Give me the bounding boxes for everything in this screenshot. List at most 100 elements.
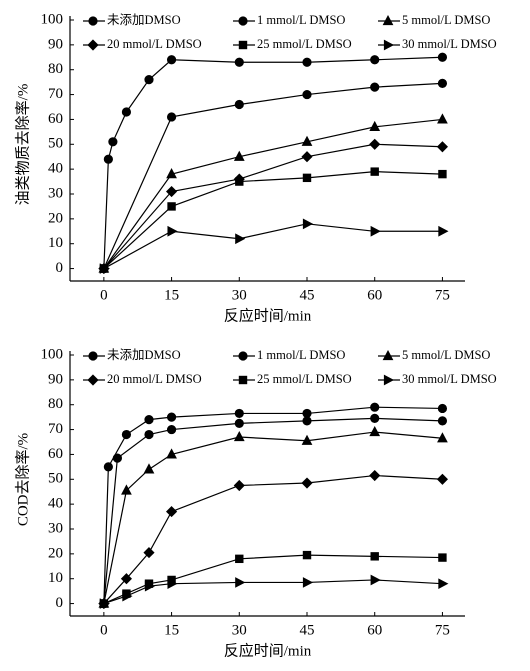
legend-label: 25 mmol/L DMSO (257, 37, 352, 51)
legend-item: 30 mmol/L DMSO (378, 372, 497, 386)
data-point (167, 202, 176, 211)
data-point (234, 99, 244, 110)
data-point (370, 167, 379, 176)
legend-marker (88, 16, 98, 26)
data-point (166, 55, 177, 65)
y-axis-label: 油类物质去除率/% (14, 84, 31, 206)
data-point (235, 233, 246, 245)
legend-label: 未添加DMSO (107, 13, 181, 27)
series (103, 82, 443, 269)
x-tick-label: 60 (367, 622, 382, 638)
data-point (369, 426, 381, 437)
legend-marker (88, 351, 98, 361)
legend-label: 未添加DMSO (107, 348, 181, 362)
y-tick-label: 90 (48, 36, 63, 52)
y-tick-label: 80 (48, 61, 63, 77)
data-point (235, 177, 244, 186)
y-tick-label: 70 (48, 86, 63, 102)
x-tick-label: 75 (435, 287, 450, 303)
data-point (436, 141, 448, 153)
data-point (301, 477, 313, 489)
series-line (103, 579, 443, 605)
data-point (108, 137, 118, 147)
series-line (103, 56, 443, 269)
data-point (370, 402, 380, 412)
data-point (235, 577, 246, 588)
series (103, 171, 443, 270)
series (103, 474, 443, 604)
data-point (144, 580, 156, 592)
y-axis-label: COD去除率/% (14, 433, 31, 526)
legend-label: 25 mmol/L DMSO (257, 372, 352, 386)
data-point (233, 479, 245, 492)
y-tick-label: 40 (48, 161, 63, 177)
y-tick-label: 50 (48, 471, 63, 487)
data-point (437, 416, 448, 426)
series-line (103, 143, 443, 269)
series (103, 417, 443, 604)
data-point (438, 225, 449, 237)
legend-label: 30 mmol/L DMSO (402, 37, 497, 51)
legend-item: 5 mmol/L DMSO (378, 13, 490, 27)
series (103, 143, 443, 269)
legend-item: 5 mmol/L DMSO (378, 348, 490, 362)
legend-marker (382, 14, 394, 26)
data-point (235, 554, 244, 564)
data-point (143, 463, 155, 474)
legend-marker (383, 374, 395, 386)
y-tick-label: 10 (48, 235, 63, 251)
x-tick-label: 45 (300, 287, 315, 303)
y-tick-label: 20 (48, 210, 63, 226)
data-point (438, 169, 447, 179)
data-point (166, 185, 178, 198)
x-tick-label: 0 (100, 287, 108, 303)
data-point (166, 424, 177, 435)
data-point (370, 552, 379, 561)
data-point (234, 418, 244, 428)
data-point (144, 75, 154, 85)
data-point (437, 78, 448, 88)
series-line (103, 223, 443, 270)
x-tick-label: 0 (100, 622, 108, 638)
y-tick-label: 60 (48, 446, 63, 462)
legend-label: 5 mmol/L DMSO (402, 13, 490, 27)
legend-item: 未添加DMSO (83, 348, 181, 362)
legend-marker (87, 39, 99, 51)
y-tick-label: 50 (48, 136, 63, 152)
series (103, 554, 443, 605)
x-tick-label: 15 (164, 287, 179, 303)
legend-item: 30 mmol/L DMSO (378, 37, 497, 51)
series (103, 118, 443, 269)
legend-marker (238, 375, 248, 385)
data-point (436, 473, 448, 485)
data-point (437, 432, 448, 443)
y-tick-label: 10 (48, 570, 63, 586)
y-tick-label: 0 (56, 595, 64, 611)
y-tick-label: 70 (48, 421, 63, 437)
data-point (143, 547, 155, 559)
data-point (233, 430, 245, 442)
x-axis-label: 反应时间/min (224, 306, 312, 324)
series-line (103, 417, 443, 604)
data-point (438, 578, 449, 590)
series-line (103, 171, 443, 270)
data-point (369, 120, 381, 131)
data-point (370, 55, 380, 65)
y-tick-label: 30 (48, 520, 63, 536)
chart: 0 10 20 30 40 50 60 70 80 90 100 0 15 30 45 60 75 反应时间/mi… (14, 346, 496, 659)
data-point (302, 173, 312, 183)
data-point (167, 578, 178, 590)
series (103, 579, 443, 605)
legend-label: 30 mmol/L DMSO (402, 372, 497, 386)
data-point (302, 550, 312, 560)
data-point (437, 403, 448, 414)
legend-label: 5 mmol/L DMSO (402, 348, 490, 362)
x-axis-label: 反应时间/min (224, 641, 312, 659)
data-point (370, 225, 381, 237)
data-point (166, 412, 177, 422)
data-point (302, 57, 312, 67)
legend-label: 20 mmol/L DMSO (107, 372, 202, 386)
data-point (121, 484, 132, 495)
legend-marker (238, 351, 248, 361)
